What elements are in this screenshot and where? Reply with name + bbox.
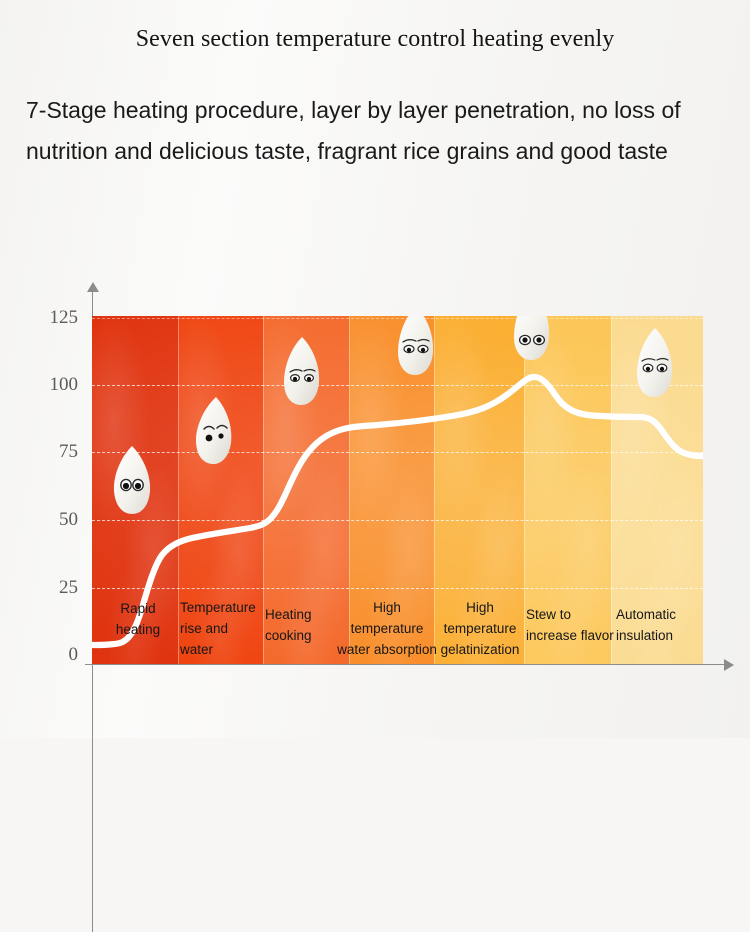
band-label-high-temp-water-absorption: High temperature water absorption	[337, 597, 437, 660]
y-tick-25: 25	[59, 577, 78, 598]
gridline-125	[92, 318, 703, 319]
band-label-line: Automatic	[616, 607, 677, 622]
band-label-line: temperature	[443, 621, 517, 636]
band-label-line: Heating	[265, 607, 312, 622]
gridline-100	[92, 385, 703, 386]
y-tick-100: 100	[49, 374, 79, 395]
band-label-line: cooking	[265, 628, 312, 643]
band-label-line: gelatinization	[440, 642, 520, 657]
band-label-line: temperature	[350, 621, 424, 636]
band-label-automatic-insulation: Automatic insulation	[616, 604, 700, 646]
y-tick-75: 75	[59, 441, 78, 462]
rice-grain-icon-stage-2	[196, 397, 232, 465]
band-label-heating-cooking: Heating cooking	[265, 604, 343, 646]
gridline-75	[92, 452, 703, 453]
gridline-50	[92, 520, 703, 521]
page-subtitle: 7-Stage heating procedure, layer by laye…	[26, 97, 681, 164]
band-label-line: water absorption	[337, 642, 437, 657]
rice-grain-icon-stage-5	[514, 316, 550, 360]
y-tick-mark-0	[85, 664, 95, 665]
page-title: Seven section temperature control heatin…	[135, 26, 615, 52]
band-label-temperature-rise: Temperature rise and water absorption	[180, 597, 264, 664]
rice-grain-icon-stage-4	[398, 316, 434, 375]
band-label-stew-to-increase-flavor: Stew to increase flavor	[526, 604, 620, 646]
band-label-line: insulation	[616, 628, 674, 643]
band-label-line: heating	[115, 622, 161, 637]
temperature-stage-chart: 125 100 75 50 25 0	[0, 268, 750, 932]
band-label-line: High	[373, 600, 401, 615]
band-separator-1	[178, 316, 179, 664]
y-tick-50: 50	[59, 509, 78, 530]
band-label-line: absorption	[180, 660, 264, 664]
band-label-line: High	[466, 600, 494, 615]
band-label-rapid-heating: Rapid heating	[98, 598, 178, 640]
band-label-line: Stew to	[526, 607, 572, 622]
x-axis-arrow-icon	[724, 659, 734, 671]
rice-grain-icon-stage-7	[637, 328, 673, 397]
y-axis-arrow-icon	[87, 282, 99, 292]
band-label-line: Rapid	[120, 601, 156, 616]
x-axis-line	[92, 664, 726, 665]
band-label-high-temp-gelatinization: High temperature gelatinization	[434, 597, 526, 660]
gridline-25	[92, 588, 703, 589]
y-tick-125: 125	[49, 307, 79, 328]
plot-area: Rapid heating Temperature rise and water…	[92, 316, 703, 664]
band-label-line: increase flavor	[526, 628, 614, 643]
y-axis-tick-labels: 125 100 75 50 25 0	[16, 268, 79, 698]
band-label-line: rise and water	[180, 621, 229, 657]
y-tick-0: 0	[68, 644, 79, 665]
band-label-line: Temperature	[180, 600, 256, 615]
rice-grain-icon-stage-3	[284, 337, 320, 405]
rice-grain-icon-stage-1	[113, 446, 151, 514]
